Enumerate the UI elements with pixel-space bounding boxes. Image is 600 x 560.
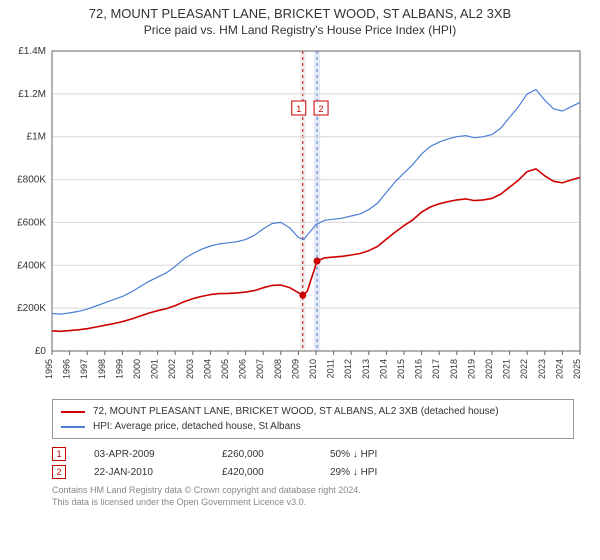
legend-row-hpi: HPI: Average price, detached house, St A… [61,419,565,434]
sales-table: 1 03-APR-2009 £260,000 50% ↓ HPI 2 22-JA… [52,445,574,481]
svg-text:2014: 2014 [378,359,388,379]
svg-text:2003: 2003 [185,359,195,379]
svg-text:£600K: £600K [17,217,46,228]
svg-text:2018: 2018 [449,359,459,379]
svg-text:2024: 2024 [554,359,564,379]
svg-text:2008: 2008 [273,359,283,379]
svg-text:£200K: £200K [17,303,46,314]
attribution-text: Contains HM Land Registry data © Crown c… [52,485,574,508]
svg-text:2017: 2017 [431,359,441,379]
chart-title-address: 72, MOUNT PLEASANT LANE, BRICKET WOOD, S… [10,6,590,21]
legend-label-property: 72, MOUNT PLEASANT LANE, BRICKET WOOD, S… [93,404,499,419]
svg-text:2009: 2009 [290,359,300,379]
svg-text:2002: 2002 [167,359,177,379]
svg-text:£1M: £1M [27,132,46,143]
sale-date: 03-APR-2009 [94,449,194,460]
sale-badge-icon: 2 [52,465,66,479]
svg-text:2011: 2011 [326,359,336,378]
legend-swatch-hpi [61,426,85,428]
chart-container: 72, MOUNT PLEASANT LANE, BRICKET WOOD, S… [0,0,600,516]
attribution-line: Contains HM Land Registry data © Crown c… [52,485,574,497]
sale-pct-vs-hpi: 29% ↓ HPI [330,467,410,478]
sale-date: 22-JAN-2010 [94,467,194,478]
legend-box: 72, MOUNT PLEASANT LANE, BRICKET WOOD, S… [52,399,574,439]
legend-swatch-property [61,411,85,413]
svg-text:2025: 2025 [572,359,582,379]
sale-pct-vs-hpi: 50% ↓ HPI [330,449,410,460]
svg-text:2013: 2013 [361,359,371,379]
sale-row: 2 22-JAN-2010 £420,000 29% ↓ HPI [52,463,574,481]
svg-text:2006: 2006 [238,359,248,379]
svg-text:2016: 2016 [414,359,424,379]
svg-text:2019: 2019 [466,359,476,379]
sale-price: £420,000 [222,467,302,478]
svg-text:2012: 2012 [343,359,353,379]
chart-title-subtitle: Price paid vs. HM Land Registry's House … [10,23,590,37]
svg-text:2015: 2015 [396,359,406,379]
svg-text:2010: 2010 [308,359,318,379]
sale-price: £260,000 [222,449,302,460]
svg-text:1995: 1995 [44,359,54,379]
svg-text:£1.2M: £1.2M [18,89,46,100]
attribution-line: This data is licensed under the Open Gov… [52,497,574,509]
svg-text:2004: 2004 [202,359,212,379]
svg-text:£0: £0 [35,346,47,357]
svg-text:£1.4M: £1.4M [18,46,46,57]
svg-text:£400K: £400K [17,260,46,271]
svg-text:1999: 1999 [114,359,124,379]
svg-text:2005: 2005 [220,359,230,379]
sale-badge-icon: 1 [52,447,66,461]
svg-text:2021: 2021 [502,359,512,379]
svg-text:1996: 1996 [62,359,72,379]
svg-text:2000: 2000 [132,359,142,379]
svg-text:1997: 1997 [79,359,89,379]
svg-text:1: 1 [296,104,301,114]
svg-text:£800K: £800K [17,175,46,186]
legend-label-hpi: HPI: Average price, detached house, St A… [93,419,301,434]
svg-text:1998: 1998 [97,359,107,379]
svg-text:2022: 2022 [519,359,529,379]
svg-text:2: 2 [319,104,324,114]
chart-plot: £0 £200K £400K £600K £800K £1M £1.2M £1.4M 1995 1… [10,43,590,393]
sale-row: 1 03-APR-2009 £260,000 50% ↓ HPI [52,445,574,463]
legend-row-property: 72, MOUNT PLEASANT LANE, BRICKET WOOD, S… [61,404,565,419]
line-chart-svg: £0 £200K £400K £600K £800K £1M £1.2M £1.4M 1995 1… [10,43,590,393]
svg-text:2023: 2023 [537,359,547,379]
svg-text:2001: 2001 [150,359,160,379]
svg-text:2007: 2007 [255,359,265,379]
svg-text:2020: 2020 [484,359,494,379]
